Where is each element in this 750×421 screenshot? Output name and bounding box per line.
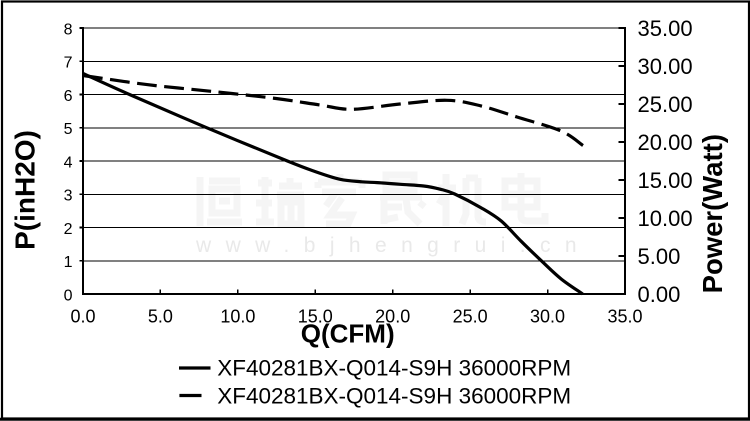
svg-text:20.0: 20.0 — [375, 306, 410, 326]
svg-text:20.00: 20.00 — [638, 130, 693, 155]
svg-text:0.00: 0.00 — [638, 282, 681, 307]
svg-text:www.bjhengrui.cn: www.bjhengrui.cn — [195, 234, 591, 257]
svg-text:15.0: 15.0 — [298, 306, 333, 326]
svg-text:30.0: 30.0 — [530, 306, 565, 326]
svg-text:35.00: 35.00 — [638, 16, 693, 41]
svg-text:35.0: 35.0 — [607, 306, 642, 326]
svg-text:3: 3 — [64, 188, 73, 205]
svg-text:7: 7 — [64, 55, 73, 72]
svg-text:2: 2 — [64, 221, 73, 238]
svg-text:8: 8 — [64, 21, 73, 38]
svg-text:10.00: 10.00 — [638, 206, 693, 231]
svg-text:XF40281BX-Q014-S9H 36000RPM: XF40281BX-Q014-S9H 36000RPM — [217, 355, 571, 380]
svg-text:25.0: 25.0 — [453, 306, 488, 326]
svg-text:Power(Watt): Power(Watt) — [697, 134, 728, 293]
svg-text:6: 6 — [64, 88, 73, 105]
svg-text:P(inH2O): P(inH2O) — [10, 130, 41, 250]
svg-text:0.0: 0.0 — [70, 306, 95, 326]
svg-text:30.00: 30.00 — [638, 54, 693, 79]
svg-text:0: 0 — [64, 287, 73, 304]
svg-text:XF40281BX-Q014-S9H 36000RPM: XF40281BX-Q014-S9H 36000RPM — [217, 384, 571, 409]
svg-text:5.00: 5.00 — [638, 244, 681, 269]
svg-text:15.00: 15.00 — [638, 168, 693, 193]
svg-text:25.00: 25.00 — [638, 92, 693, 117]
svg-text:5: 5 — [64, 121, 73, 138]
svg-text:1: 1 — [64, 254, 73, 271]
svg-text:4: 4 — [64, 154, 73, 171]
svg-text:Q(CFM): Q(CFM) — [301, 319, 395, 349]
svg-text:10.0: 10.0 — [220, 306, 255, 326]
svg-text:5.0: 5.0 — [148, 306, 173, 326]
